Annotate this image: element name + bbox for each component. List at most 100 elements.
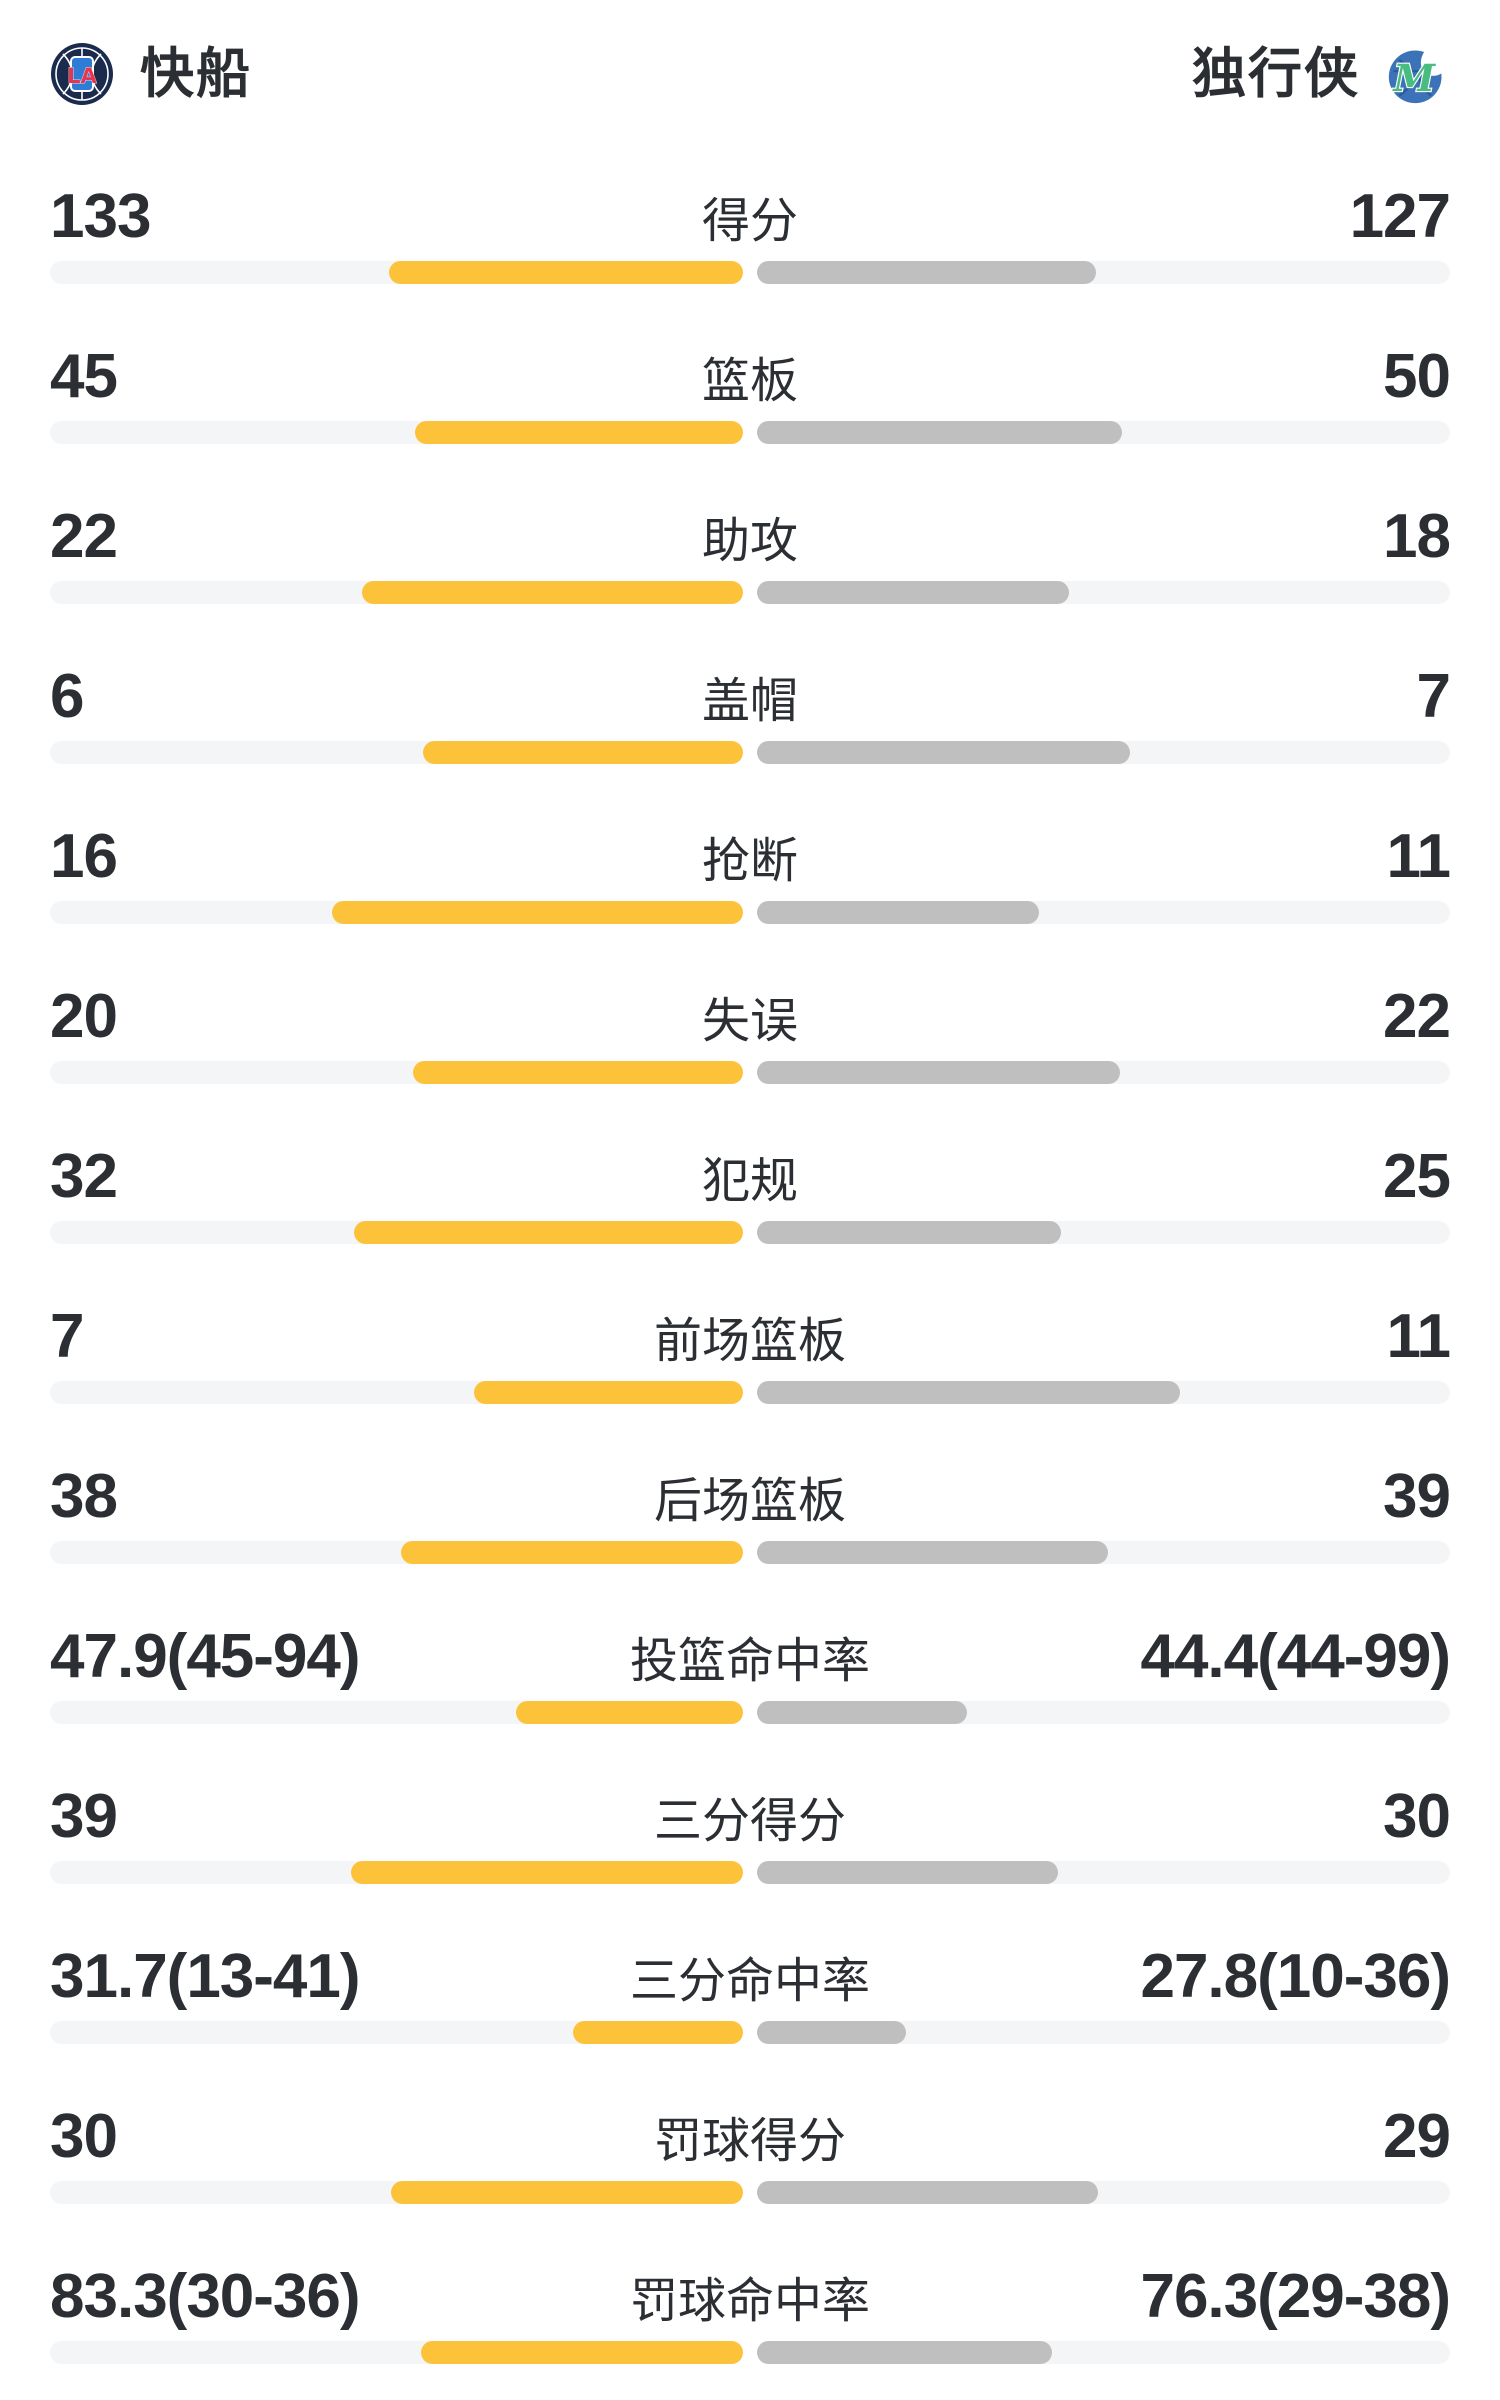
home-bar-track — [50, 1221, 743, 1244]
stat-bar-track — [50, 1381, 1450, 1404]
home-bar — [413, 1061, 743, 1084]
away-bar-track — [757, 1541, 1450, 1564]
away-value: 29 — [1383, 2102, 1451, 2171]
stat-bar-track — [50, 1221, 1450, 1244]
stats-list: 133 得分 127 45 篮板 50 22 助攻 18 6 盖帽 7 16 抢断 11 20 失误 22 32 犯规… — [50, 136, 1451, 2376]
home-value: 16 — [50, 822, 118, 891]
stat-values-line: 39 三分得分 30 — [50, 1782, 1451, 1851]
away-bar — [757, 1221, 1061, 1244]
away-bar — [757, 1381, 1181, 1404]
stat-row-2: 22 助攻 18 — [50, 456, 1451, 616]
away-bar — [757, 581, 1069, 604]
stat-label: 三分得分 — [654, 1795, 847, 1848]
stat-row-3: 6 盖帽 7 — [50, 616, 1451, 776]
away-bar-track — [757, 1221, 1450, 1244]
home-bar — [401, 1541, 743, 1564]
home-value: 22 — [50, 502, 118, 571]
team-home[interactable]: LA 快船 — [50, 42, 252, 106]
home-value: 6 — [50, 662, 84, 731]
home-value: 30 — [50, 2102, 118, 2171]
stat-values-line: 16 抢断 11 — [50, 822, 1451, 891]
stat-label: 失误 — [702, 995, 799, 1048]
home-value: 31.7(13-41) — [50, 1942, 361, 2011]
stat-label: 抢断 — [702, 835, 799, 888]
away-bar — [757, 2341, 1052, 2364]
away-bar-track — [757, 581, 1450, 604]
stat-bar-track — [50, 741, 1450, 764]
home-bar — [332, 901, 743, 924]
home-bar — [361, 581, 743, 604]
away-bar — [757, 1541, 1108, 1564]
home-bar — [421, 2341, 743, 2364]
stat-row-1: 45 篮板 50 — [50, 296, 1451, 456]
stat-values-line: 133 得分 127 — [50, 182, 1451, 251]
home-bar — [473, 1381, 743, 1404]
home-value: 133 — [50, 182, 151, 251]
away-bar-track — [757, 2341, 1450, 2364]
svg-text:M: M — [1391, 56, 1436, 100]
dallas-mavericks-logo: M — [1388, 42, 1447, 104]
home-bar — [353, 1221, 743, 1244]
away-bar — [757, 421, 1122, 444]
away-value: 50 — [1383, 342, 1451, 411]
away-value: 76.3(29-38) — [1140, 2262, 1451, 2331]
away-value: 11 — [1386, 1302, 1451, 1371]
away-value: 127 — [1349, 182, 1451, 251]
stat-label: 罚球命中率 — [630, 2275, 871, 2328]
home-bar — [390, 2181, 743, 2204]
stat-values-line: 45 篮板 50 — [50, 342, 1451, 411]
away-bar — [757, 2021, 906, 2044]
home-bar — [573, 2021, 743, 2044]
away-bar — [757, 1861, 1059, 1884]
home-bar-track — [50, 2181, 743, 2204]
stat-bar-track — [50, 1861, 1450, 1884]
stat-bar-track — [50, 581, 1450, 604]
home-bar-track — [50, 1061, 743, 1084]
home-value: 20 — [50, 982, 118, 1051]
stat-values-line: 20 失误 22 — [50, 982, 1451, 1051]
away-bar-track — [757, 1061, 1450, 1084]
away-bar-track — [757, 421, 1450, 444]
team-away[interactable]: 独行侠 M — [1192, 42, 1450, 106]
away-bar-track — [757, 901, 1450, 924]
home-bar-track — [50, 1381, 743, 1404]
stat-bar-track — [50, 2341, 1450, 2364]
stat-row-8: 38 后场篮板 39 — [50, 1416, 1451, 1576]
away-bar-track — [757, 1861, 1450, 1884]
home-bar-track — [50, 1701, 743, 1724]
away-bar — [757, 1061, 1120, 1084]
home-value: 47.9(45-94) — [50, 1622, 361, 1691]
home-value: 39 — [50, 1782, 118, 1851]
home-bar-track — [50, 901, 743, 924]
home-bar-track — [50, 1541, 743, 1564]
stat-label: 前场篮板 — [654, 1315, 847, 1368]
match-header: LA 快船 独行侠 M — [50, 0, 1450, 106]
stat-bar-track — [50, 1701, 1450, 1724]
stat-bar-track — [50, 421, 1450, 444]
stat-row-9: 47.9(45-94) 投篮命中率 44.4(44-99) — [50, 1576, 1451, 1736]
stat-bar-track — [50, 261, 1450, 284]
away-value: 18 — [1383, 502, 1451, 571]
stat-bar-track — [50, 901, 1450, 924]
home-bar-track — [50, 1861, 743, 1884]
away-value: 7 — [1416, 662, 1451, 731]
stat-bar-track — [50, 1541, 1450, 1564]
home-bar — [388, 261, 743, 284]
stat-label: 犯规 — [702, 1155, 799, 1208]
away-value: 44.4(44-99) — [1140, 1622, 1451, 1691]
stat-values-line: 7 前场篮板 11 — [50, 1302, 1451, 1371]
stat-row-11: 31.7(13-41) 三分命中率 27.8(10-36) — [50, 1896, 1451, 2056]
stat-row-13: 83.3(30-36) 罚球命中率 76.3(29-38) — [50, 2216, 1451, 2376]
away-value: 27.8(10-36) — [1140, 1942, 1451, 2011]
home-bar-track — [50, 421, 743, 444]
away-bar-track — [757, 1701, 1450, 1724]
home-bar — [351, 1861, 743, 1884]
stat-label: 盖帽 — [702, 675, 799, 728]
away-bar — [757, 1701, 968, 1724]
home-value: 32 — [50, 1142, 118, 1211]
stat-row-5: 20 失误 22 — [50, 936, 1451, 1096]
stat-values-line: 31.7(13-41) 三分命中率 27.8(10-36) — [50, 1942, 1451, 2011]
stat-bar-track — [50, 2021, 1450, 2044]
away-value: 30 — [1383, 1782, 1451, 1851]
